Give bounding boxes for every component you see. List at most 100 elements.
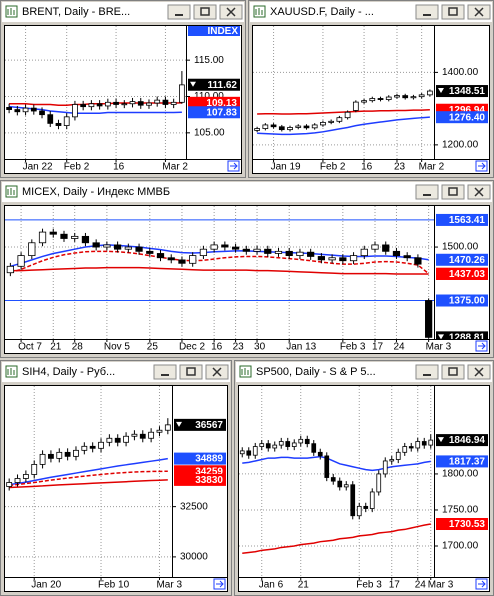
- series-line: [10, 250, 430, 275]
- candle-body: [272, 444, 278, 449]
- maximize-button[interactable]: [179, 364, 203, 380]
- price-label: 1288.81: [449, 333, 486, 344]
- price-label-box: [188, 78, 240, 91]
- chart-window[interactable]: XAUUSD.F, Daily - ... 1400.00 1200.00 1348.…: [248, 0, 494, 178]
- x-tick-label: 21: [50, 342, 62, 353]
- candle-body: [30, 107, 37, 112]
- maximize-button[interactable]: [441, 4, 465, 20]
- x-tick-label: Jan 6: [259, 580, 284, 591]
- price-arrow: [176, 421, 182, 427]
- candle-body: [317, 451, 323, 457]
- minimize-button[interactable]: [153, 364, 177, 380]
- x-tick-label: Feb 2: [64, 162, 90, 173]
- x-tick-label: Jan 20: [31, 580, 61, 591]
- close-button[interactable]: [467, 184, 491, 200]
- price-label: 1296.94: [449, 105, 486, 116]
- candle-body: [343, 484, 349, 488]
- chart-window[interactable]: MICEX, Daily - Индекс ММВБ 1500.00 1563.41…: [0, 180, 494, 358]
- candle-body: [92, 242, 100, 248]
- price-label-box: [436, 434, 488, 447]
- candle-body: [63, 116, 70, 126]
- minimize-button[interactable]: [415, 4, 439, 20]
- price-label-box: [436, 518, 488, 531]
- maximize-button[interactable]: [193, 4, 217, 20]
- price-label-box: [436, 294, 488, 307]
- candle-body: [291, 442, 297, 447]
- candle-body: [371, 244, 379, 250]
- x-tick-label: 24: [415, 580, 427, 591]
- candle-body: [328, 257, 336, 261]
- price-label: 1348.51: [449, 86, 486, 97]
- chart-window[interactable]: BRENT, Daily - BRE... 115.00 110.00 105.00 I…: [0, 0, 246, 178]
- series-line: [257, 116, 430, 136]
- candle-body: [47, 114, 54, 124]
- candle-body: [31, 464, 38, 475]
- minimize-button[interactable]: [167, 4, 191, 20]
- candle-body: [6, 265, 14, 274]
- price-label-box: [436, 455, 488, 468]
- button-glyph: [226, 7, 236, 17]
- candle-body: [382, 244, 390, 252]
- chart-window[interactable]: SP500, Daily - S & P 5...1800.001750.001…: [234, 360, 494, 596]
- x-tick-label: Feb 3: [356, 580, 382, 591]
- x-tick-label: Feb 10: [98, 580, 130, 591]
- button-face: [441, 364, 465, 380]
- candle-body: [81, 445, 88, 451]
- price-axis: 115.00 110.00 105.00 INDEX 111.62 109.13107.8…: [187, 26, 240, 138]
- candle-body: [156, 429, 163, 433]
- price-label: 1437.03: [449, 269, 486, 280]
- window-icon-glyph: [7, 8, 15, 15]
- price-label-box: [174, 473, 226, 486]
- candle-body: [48, 453, 54, 459]
- series-line: [257, 108, 430, 115]
- candle-body: [6, 482, 13, 487]
- candle-body: [336, 117, 343, 122]
- y-tick-label: 110.00: [194, 91, 224, 102]
- x-tick-label: 17: [372, 342, 384, 353]
- candle-body: [427, 90, 433, 96]
- candle-body: [17, 255, 25, 267]
- x-tick-label: Feb 3: [340, 342, 366, 353]
- price-label-box: [436, 331, 488, 339]
- candle-body: [285, 250, 293, 257]
- button-face: [415, 364, 439, 380]
- close-button[interactable]: [205, 364, 229, 380]
- close-button[interactable]: [467, 364, 491, 380]
- candle-body: [274, 250, 283, 254]
- candle-body: [376, 473, 382, 493]
- price-label: 33830: [195, 475, 223, 486]
- minimize-button[interactable]: [415, 364, 439, 380]
- candle-body: [55, 122, 62, 126]
- series-line: [9, 470, 168, 487]
- x-tick-label: Mar 3: [156, 580, 182, 591]
- minimize-button[interactable]: [415, 184, 439, 200]
- candle-body: [189, 255, 197, 264]
- candle-body: [395, 451, 401, 460]
- maximize-button[interactable]: [441, 184, 465, 200]
- candle-body: [170, 101, 177, 105]
- maximize-button[interactable]: [441, 364, 465, 380]
- candle-body: [72, 104, 78, 118]
- candle-body: [392, 250, 401, 257]
- axis-header-label: INDEX: [207, 26, 238, 37]
- price-label: 111.62: [208, 80, 238, 91]
- close-button[interactable]: [467, 4, 491, 20]
- close-button[interactable]: [219, 4, 243, 20]
- price-label: 107.83: [206, 107, 237, 118]
- button-glyph: [200, 7, 210, 16]
- candle-body: [156, 253, 165, 259]
- x-tick-label: 21: [298, 580, 310, 591]
- chart-window[interactable]: SIH4, Daily - Руб... 32500 30000 36567 34889…: [0, 360, 232, 596]
- candle-body: [360, 248, 368, 257]
- price-arrow: [438, 88, 444, 94]
- plot-area: [5, 26, 186, 159]
- candle-body: [252, 446, 258, 456]
- candle-body: [415, 441, 421, 449]
- candle-body: [311, 124, 318, 129]
- x-tick-label: 25: [147, 342, 159, 353]
- x-tick-label: 23: [233, 342, 245, 353]
- series-line: [10, 266, 429, 275]
- candle-body: [296, 251, 304, 257]
- candle-body: [179, 84, 185, 103]
